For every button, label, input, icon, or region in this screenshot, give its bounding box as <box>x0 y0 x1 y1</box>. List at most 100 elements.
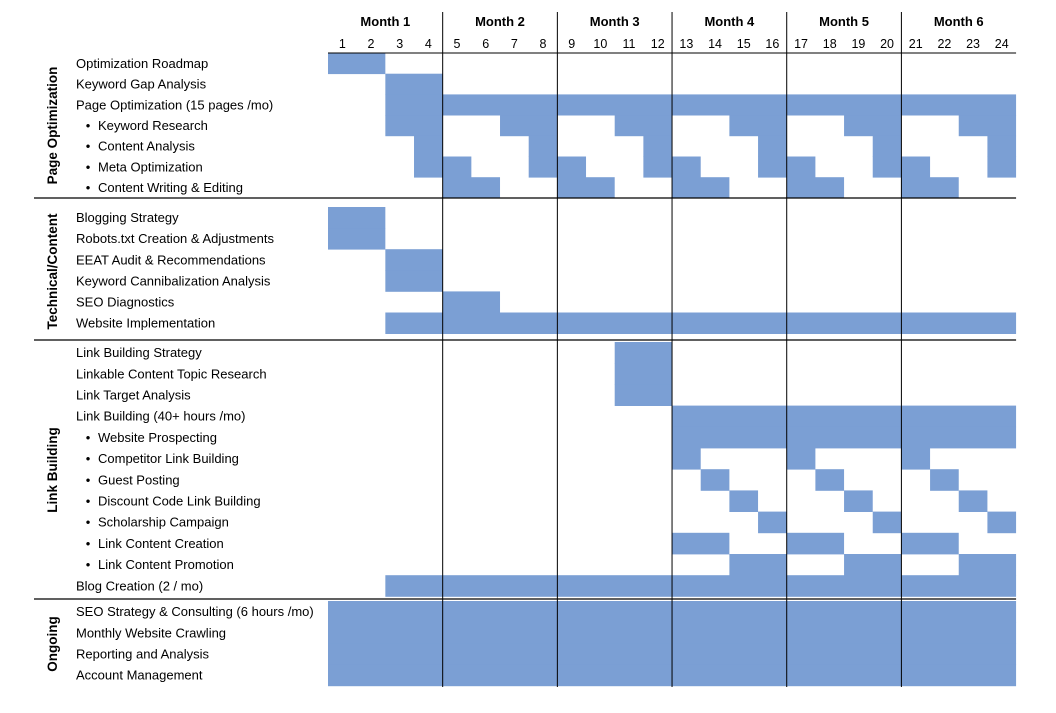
task-bar <box>987 135 1017 157</box>
week-number: 11 <box>623 37 636 51</box>
task-bar <box>414 135 443 157</box>
month-header: Month 6 <box>934 14 984 29</box>
task-bar <box>786 177 845 199</box>
bullet-glyph: • <box>86 557 91 572</box>
task-bar <box>987 156 1017 178</box>
week-number: 5 <box>454 37 461 51</box>
subtask-label: Content Analysis <box>98 139 195 154</box>
task-bar <box>901 532 959 555</box>
bullet-glyph: • <box>86 515 91 530</box>
week-number: 23 <box>966 37 980 51</box>
task-bar <box>987 511 1017 534</box>
task-bar <box>815 469 845 491</box>
task-bar <box>672 405 1017 428</box>
week-number: 3 <box>396 37 403 51</box>
task-bar <box>528 135 558 157</box>
task-bar <box>328 53 386 75</box>
task-bar <box>930 469 959 491</box>
week-number: 2 <box>368 37 375 51</box>
subtask-label: Keyword Research <box>98 118 208 133</box>
subtask-label: Meta Optimization <box>98 159 203 174</box>
task-bar <box>614 342 673 364</box>
task-label: Monthly Website Crawling <box>76 625 226 640</box>
section-label: Ongoing <box>45 616 60 671</box>
task-bar <box>614 115 673 137</box>
task-bar <box>844 554 902 576</box>
week-number: 7 <box>511 37 518 51</box>
task-bar <box>844 115 902 137</box>
task-bar <box>786 532 845 555</box>
week-number: 13 <box>679 37 693 51</box>
week-number: 24 <box>995 37 1009 51</box>
task-label: EEAT Audit & Recommendations <box>76 252 266 267</box>
section-label: Page Optimization <box>45 67 60 185</box>
task-label: Link Building Strategy <box>76 345 202 360</box>
subtask-label: Competitor Link Building <box>98 451 239 466</box>
task-bar <box>614 363 673 385</box>
week-number: 1 <box>339 37 346 51</box>
week-number: 20 <box>880 37 894 51</box>
task-bar <box>872 135 902 157</box>
bullet-glyph: • <box>86 430 91 445</box>
week-number: 6 <box>482 37 489 51</box>
task-bar <box>872 511 902 534</box>
subtask-label: Website Prospecting <box>98 430 217 445</box>
task-bar <box>385 312 1017 334</box>
task-label: Link Target Analysis <box>76 388 191 403</box>
task-bar <box>557 177 615 199</box>
task-label: Page Optimization (15 pages /mo) <box>76 97 273 112</box>
task-label: Website Implementation <box>76 316 215 331</box>
bullet-glyph: • <box>86 118 91 133</box>
task-bar <box>758 511 787 534</box>
task-bar <box>901 177 959 199</box>
task-bar <box>729 490 759 512</box>
bullet-glyph: • <box>86 494 91 509</box>
task-label: Keyword Cannibalization Analysis <box>76 273 271 288</box>
week-number: 15 <box>737 37 751 51</box>
task-label: Keyword Gap Analysis <box>76 77 207 92</box>
task-bar <box>385 249 443 271</box>
task-bar <box>901 448 931 470</box>
task-bar <box>500 115 558 137</box>
week-number: 17 <box>794 37 808 51</box>
subtask-label: Content Writing & Editing <box>98 180 243 195</box>
task-bar <box>385 94 1017 116</box>
task-bar <box>385 115 443 137</box>
task-label: SEO Strategy & Consulting (6 hours /mo) <box>76 604 314 619</box>
task-bar <box>958 554 1017 576</box>
subtask-label: Discount Code Link Building <box>98 494 261 509</box>
bullet-glyph: • <box>86 536 91 551</box>
task-bar <box>958 490 988 512</box>
month-header: Month 1 <box>360 14 410 29</box>
week-number: 4 <box>425 37 432 51</box>
bullet-glyph: • <box>86 472 91 487</box>
task-bar <box>672 448 701 470</box>
task-bar <box>844 490 873 512</box>
task-bar <box>643 135 673 157</box>
month-header: Month 3 <box>590 14 640 29</box>
subtask-label: Link Content Creation <box>98 536 224 551</box>
task-bar <box>958 115 1017 137</box>
task-label: Linkable Content Topic Research <box>76 366 267 381</box>
task-bar <box>385 575 1017 597</box>
week-number: 19 <box>851 37 865 51</box>
task-label: Blogging Strategy <box>76 210 179 225</box>
bullet-glyph: • <box>86 451 91 466</box>
section-label: Link Building <box>45 427 60 513</box>
week-number: 12 <box>651 37 665 51</box>
task-bar <box>328 207 386 229</box>
bullet-glyph: • <box>86 180 91 195</box>
week-number: 18 <box>823 37 837 51</box>
week-number: 22 <box>937 37 951 51</box>
task-label: SEO Diagnostics <box>76 294 175 309</box>
task-label: Account Management <box>76 668 203 683</box>
task-bar <box>442 177 501 199</box>
task-label: Link Building (40+ hours /mo) <box>76 409 245 424</box>
week-number: 21 <box>909 37 923 51</box>
task-bar <box>672 426 1017 449</box>
week-number: 16 <box>765 37 779 51</box>
task-label: Blog Creation (2 / mo) <box>76 578 203 593</box>
section-label: Technical/Content <box>45 213 60 330</box>
task-bar <box>786 448 816 470</box>
